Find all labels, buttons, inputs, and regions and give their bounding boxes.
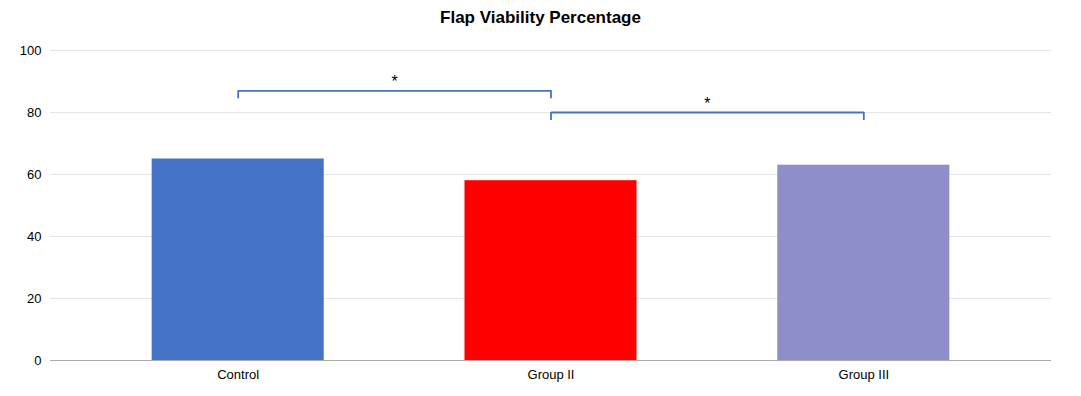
svg-text:60: 60 (27, 167, 41, 182)
svg-text:20: 20 (27, 291, 41, 306)
html-text:Flap Viability Percentage: Flap Viability Percentage (440, 8, 641, 27)
svg-text:0: 0 (34, 353, 41, 368)
svg-text:Control: Control (217, 367, 259, 382)
svg-text:Group III: Group III (839, 367, 890, 382)
svg-text:*: * (704, 95, 710, 112)
svg-text:Group II: Group II (528, 367, 575, 382)
svg-text:40: 40 (27, 229, 41, 244)
svg-text:*: * (391, 73, 397, 90)
svg-text:80: 80 (27, 105, 41, 120)
svg-text:100: 100 (20, 43, 42, 58)
